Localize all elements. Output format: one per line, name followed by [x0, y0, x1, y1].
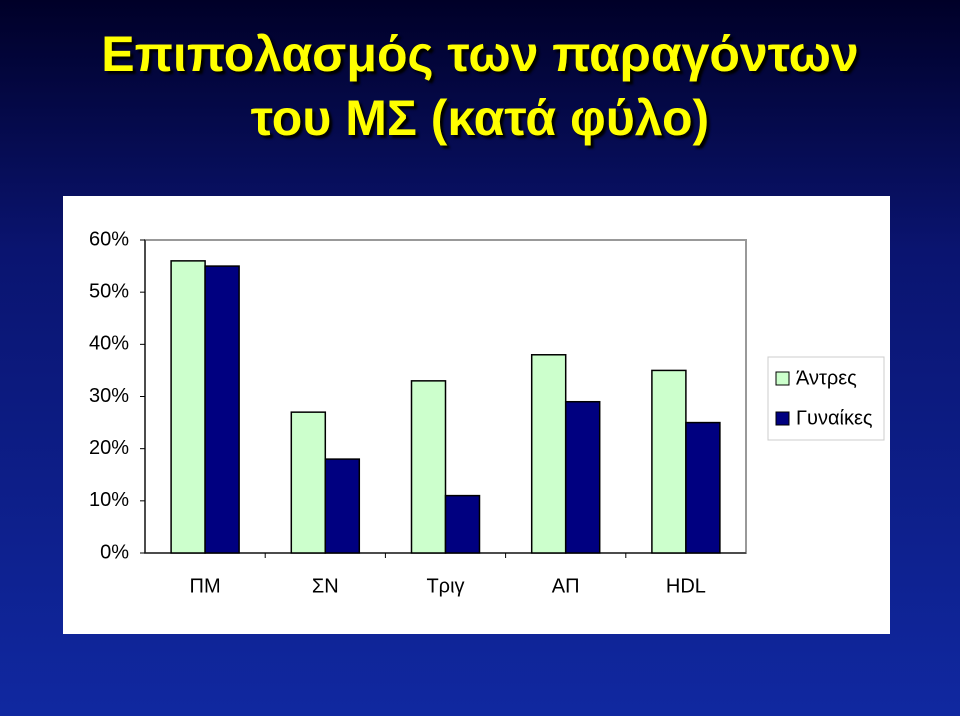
bar [564, 400, 601, 554]
x-tick-label: ΣΝ [312, 575, 339, 597]
legend-swatch [775, 411, 790, 426]
chart-title: Επιπολασμός των παραγόντων του ΜΣ (κατά … [101, 26, 859, 146]
x-tick-label: Τριγ [426, 575, 464, 597]
bar [170, 260, 206, 554]
y-tick-label: 10% [89, 489, 129, 511]
x-tick-label: ΠΜ [190, 575, 221, 597]
legend-swatch [775, 371, 790, 386]
y-tick-label: 40% [89, 333, 129, 355]
bar [290, 411, 327, 554]
bar [530, 354, 567, 554]
legend-box [767, 356, 885, 441]
legend-label: Γυναίκες [796, 407, 873, 429]
legend-label: Άντρες [796, 367, 857, 389]
y-tick-label: 20% [89, 437, 129, 459]
x-tick-label: HDL [666, 575, 706, 597]
x-tick-label: ΑΠ [552, 575, 580, 597]
bar [651, 369, 687, 554]
bar [685, 421, 721, 554]
bar [204, 265, 240, 554]
y-tick-label: 50% [89, 280, 129, 302]
y-tick-label: 30% [89, 385, 129, 407]
bar [324, 458, 361, 554]
y-tick-label: 0% [100, 541, 129, 563]
bar [444, 494, 481, 554]
y-tick-label: 60% [89, 228, 129, 250]
bar [410, 380, 447, 554]
